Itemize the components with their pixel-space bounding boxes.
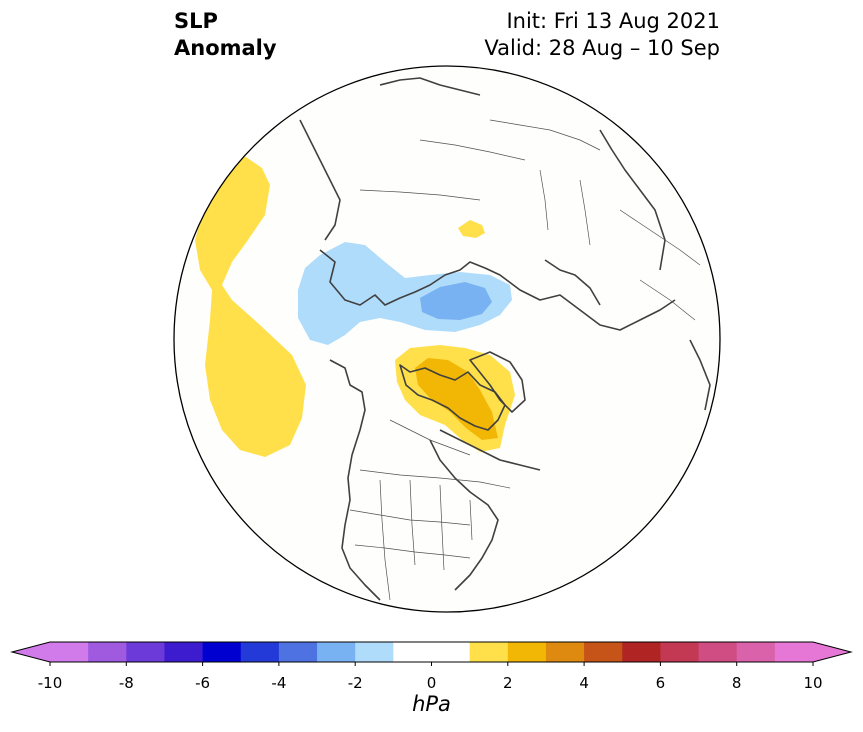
colorbar-bin [126,642,165,662]
coastlines [299,77,711,601]
valid-range: Valid: 28 Aug – 10 Sep [484,36,720,60]
colorbar-bin [507,642,547,662]
colorbar-bin [584,642,623,662]
colorbar-under-arrow [12,642,50,662]
colorbar-over-arrow [813,642,851,662]
colorbar-bin [88,642,127,662]
colorbar-bin [736,642,776,662]
colorbar-tick-label: -10 [38,674,63,690]
colorbar-bin [278,642,318,662]
colorbar-bin [545,642,585,662]
colorbar-bin [355,642,394,662]
colorbar-tick-label: -8 [119,674,134,690]
title-variable: SLP [174,9,218,33]
north-pacific-positive-anomaly [195,155,306,457]
colorbar-tick-label: -4 [271,674,286,690]
colorbar: -10 -8 -6 -4 -2 0 2 4 6 8 10 [10,641,853,690]
colorbar-tick-label: -6 [195,674,210,690]
colorbar-tick-label: 0 [427,674,437,690]
borders [349,119,701,601]
colorbar-tick-label: 6 [656,674,666,690]
colorbar-bin [622,642,661,662]
colorbar-bin [393,642,471,662]
colorbar-tick-label: 8 [732,674,742,690]
colorbar-bin [240,642,280,662]
title-quantity: Anomaly [174,36,277,60]
colorbar-tick-label: -2 [348,674,363,690]
siberia-small-positive-anomaly [458,220,485,238]
colorbar-bin [660,642,700,662]
colorbar-bin [164,642,204,662]
colorbar-bin [50,642,89,662]
map-boundary [173,65,721,613]
title-right: Init: Fri 13 Aug 2021 Valid: 28 Aug – 10… [484,8,720,62]
title-left: SLP Anomaly [174,8,277,62]
colorbar-bin [202,642,242,662]
canadian-archipelago-positive-core [415,358,498,440]
polar-map [173,65,721,613]
colorbar-bin [774,642,814,662]
colorbar-bin [698,642,738,662]
colorbar-unit: hPa [412,692,451,716]
colorbar-bin [317,642,356,662]
colorbar-tick-label: 2 [503,674,513,690]
colorbar-tick-label: 4 [579,674,589,690]
arctic-siberia-negative-core [420,282,492,320]
colorbar-tick-label: 10 [803,674,822,690]
colorbar-bin [469,642,509,662]
init-date: Init: Fri 13 Aug 2021 [506,9,720,33]
